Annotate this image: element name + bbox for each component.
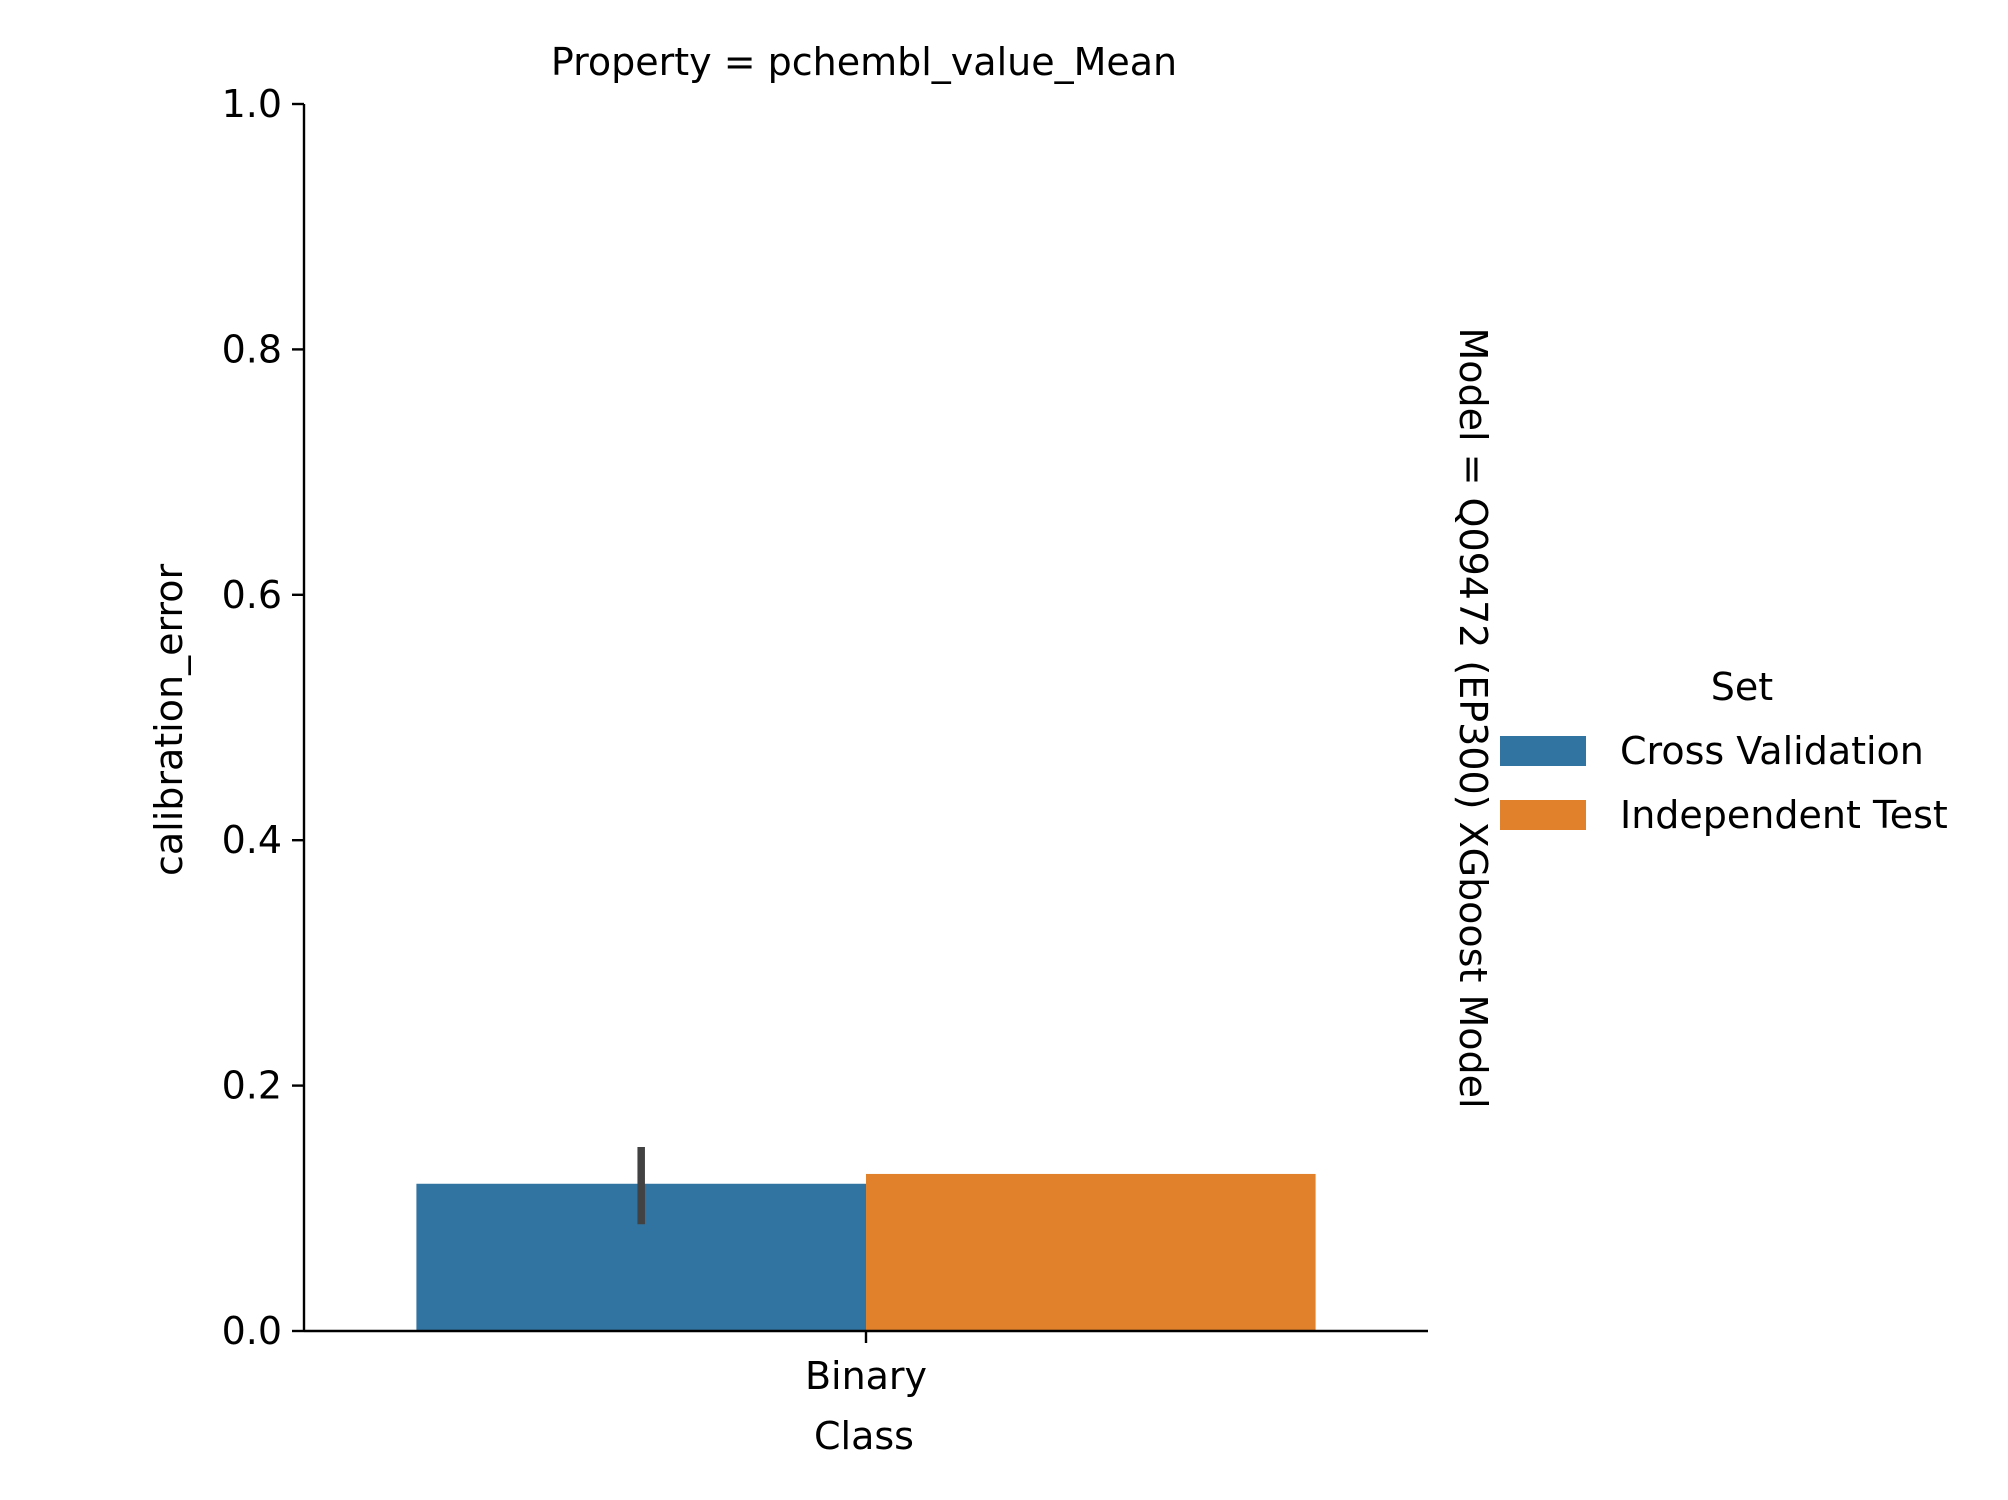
- legend-label: Independent Test: [1620, 793, 1948, 837]
- y-tick-label: 0.8: [222, 327, 282, 371]
- y-tick-label: 0.0: [222, 1309, 282, 1353]
- y-tick-label: 0.2: [222, 1064, 282, 1108]
- y-tick-label: 0.6: [222, 573, 282, 617]
- bar-independent-test: [866, 1173, 1316, 1331]
- y-axis-ticks: 0.0 0.2 0.4 0.6 0.8 1.0: [222, 82, 304, 1353]
- x-axis-ticks: Binary: [805, 1331, 927, 1398]
- legend-swatch: [1500, 736, 1586, 766]
- y-tick-label: 1.0: [222, 82, 282, 126]
- legend-title: Set: [1711, 665, 1773, 709]
- row-label: Model = Q09472 (EP300) XGboost Model: [1451, 327, 1495, 1108]
- legend: Set Cross Validation Independent Test: [1500, 665, 1948, 837]
- legend-swatch: [1500, 800, 1586, 830]
- facet-title: Property = pchembl_value_Mean: [551, 40, 1177, 84]
- x-tick-label: Binary: [805, 1354, 927, 1398]
- plot-area: [416, 1146, 1316, 1331]
- legend-label: Cross Validation: [1620, 729, 1924, 773]
- y-tick-label: 0.4: [222, 818, 282, 862]
- y-axis-label: calibration_error: [147, 564, 191, 876]
- x-axis-label: Class: [814, 1414, 914, 1458]
